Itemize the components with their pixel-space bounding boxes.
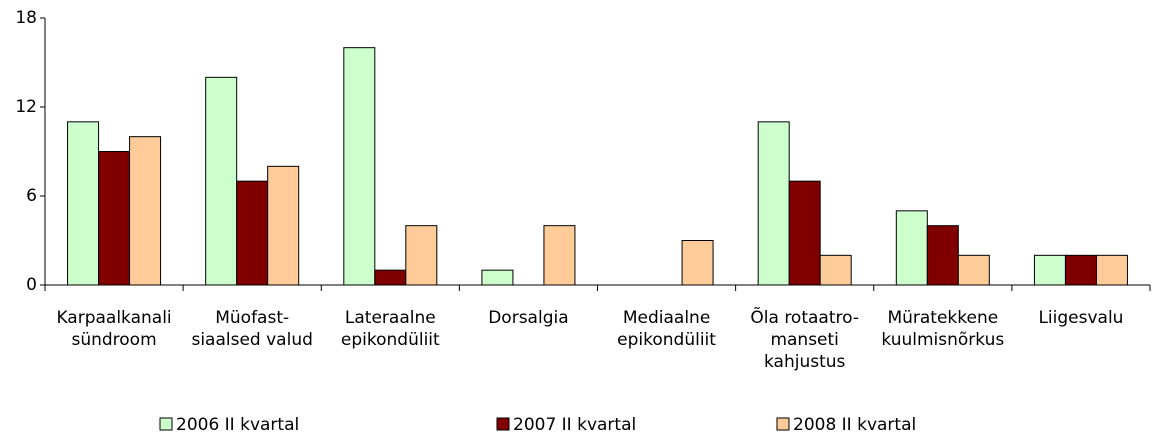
bar — [895, 210, 928, 286]
x-tick-label: kuulmisnõrkus — [881, 330, 1004, 350]
bar — [405, 225, 438, 286]
bar — [788, 180, 821, 286]
bar — [267, 165, 300, 286]
y-tick-label: 18 — [15, 8, 37, 28]
x-tick-label: Karpaalkanali — [56, 308, 171, 328]
legend-label: 2006 II kvartal — [176, 415, 299, 435]
x-tick-label: kahjustus — [764, 352, 846, 372]
y-tick-label: 6 — [26, 186, 37, 206]
bar — [343, 47, 376, 286]
bar — [1095, 254, 1128, 286]
y-tick-label: 0 — [26, 275, 37, 295]
legend-swatch — [159, 417, 173, 431]
bar — [236, 180, 269, 286]
x-tick-label: sündroom — [71, 330, 156, 350]
legend-label: 2007 II kvartal — [513, 415, 636, 435]
x-tick-label: epikondüliit — [617, 330, 716, 350]
bar — [957, 254, 990, 286]
x-tick-label: Mediaalne — [623, 308, 710, 328]
bar — [67, 121, 100, 286]
bar — [543, 225, 576, 286]
bar — [98, 151, 131, 286]
x-tick-label: Müofast- — [215, 308, 289, 328]
x-tick-label: Dorsalgia — [488, 308, 568, 328]
bar — [1033, 254, 1066, 286]
bar — [819, 254, 852, 286]
bar — [374, 269, 407, 286]
x-tick-label: Müratekkene — [887, 308, 998, 328]
legend-label: 2008 II kvartal — [793, 415, 916, 435]
x-tick-label: Lateraalne — [345, 308, 436, 328]
x-tick-label: manseti — [770, 330, 838, 350]
bar — [926, 225, 959, 286]
x-tick-label: epikondüliit — [341, 330, 440, 350]
bar — [205, 76, 238, 286]
bar — [1064, 254, 1097, 286]
bar — [481, 269, 514, 286]
bar — [757, 121, 790, 286]
x-tick-label: Õla rotaatro- — [750, 306, 859, 328]
x-tick-label: siaalsed valud — [191, 330, 312, 350]
bar — [129, 136, 162, 286]
legend-swatch — [776, 417, 790, 431]
y-tick-label: 12 — [15, 97, 37, 117]
bar — [681, 240, 714, 286]
legend-swatch — [496, 417, 510, 431]
x-tick-label: Liigesvalu — [1038, 308, 1123, 328]
